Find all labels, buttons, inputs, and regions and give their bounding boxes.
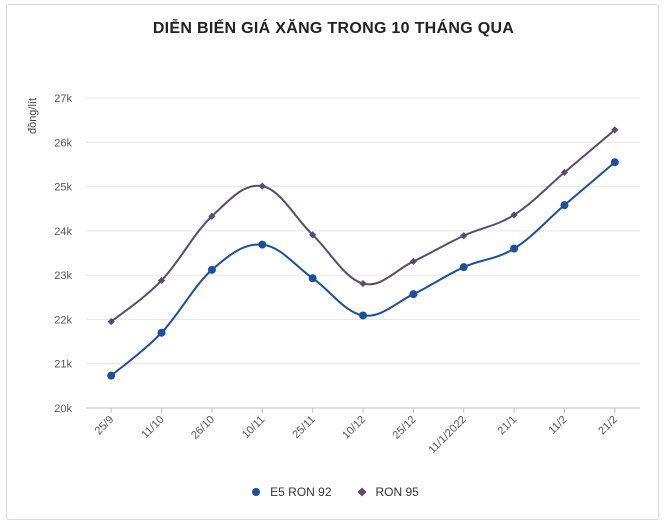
data-point-ron-95: [560, 168, 569, 176]
legend-label: RON 95: [375, 485, 419, 499]
y-tick-label: 23k: [54, 270, 72, 282]
x-tick-label: 10/11: [240, 414, 267, 441]
x-tick-label: 10/12: [340, 414, 368, 442]
data-point-e5-ron-92: [459, 263, 468, 272]
x-tick-label: 25/11: [290, 414, 317, 441]
data-point-e5-ron-92: [107, 371, 116, 380]
data-point-ron-95: [107, 318, 115, 326]
y-tick-label: 21k: [54, 359, 72, 371]
circle-marker-icon: [248, 488, 264, 496]
y-tick-label: 26k: [54, 137, 72, 149]
series-group: [107, 126, 619, 380]
series-line-ron-95: [110, 129, 616, 323]
y-axis-label: đồng/lít: [27, 98, 39, 134]
legend: E5 RON 92 RON 95: [0, 485, 667, 499]
data-point-ron-95: [510, 211, 518, 219]
x-tick-label: 11/2: [547, 414, 570, 437]
y-tick-label: 20k: [54, 403, 72, 415]
y-tick-label: 24k: [54, 226, 72, 238]
legend-item: RON 95: [354, 485, 419, 499]
y-tick-label: 22k: [54, 314, 72, 326]
y-axis: 20k 21k 22k 23k 24k 25k 26k 27k: [54, 93, 72, 415]
legend-item: E5 RON 92: [248, 485, 332, 499]
data-point-e5-ron-92: [258, 240, 267, 249]
x-tick-label: 11/1/2022: [426, 414, 469, 457]
data-point-ron-95: [157, 276, 166, 285]
data-point-e5-ron-92: [610, 158, 619, 167]
data-point-ron-95: [409, 257, 417, 266]
y-tick-label: 27k: [54, 93, 72, 105]
data-point-e5-ron-92: [308, 274, 317, 283]
x-tick-label: 21/1: [496, 414, 520, 438]
data-point-e5-ron-92: [157, 328, 166, 337]
data-point-ron-95: [309, 231, 317, 239]
y-tick-label: 25k: [54, 182, 72, 194]
legend-label: E5 RON 92: [270, 485, 332, 499]
x-tick-label: 25/12: [391, 414, 419, 442]
data-point-ron-95: [208, 212, 216, 220]
chart-frame: [6, 4, 659, 520]
data-point-e5-ron-92: [560, 201, 569, 210]
x-tick-label: 26/10: [189, 414, 217, 442]
data-point-e5-ron-92: [510, 244, 519, 253]
data-point-e5-ron-92: [359, 311, 367, 320]
x-tick-label: 25/9: [93, 414, 117, 438]
x-tick-label: 21/2: [596, 414, 620, 438]
data-point-ron-95: [611, 126, 619, 134]
diamond-marker-icon: [354, 487, 370, 497]
data-point-e5-ron-92: [207, 265, 216, 274]
x-tick-label: 11/10: [139, 414, 166, 441]
gridlines: [86, 97, 640, 409]
data-point-ron-95: [460, 232, 468, 240]
data-point-e5-ron-92: [409, 290, 418, 299]
data-point-ron-95: [258, 182, 266, 190]
x-axis: 25/9 11/10 26/10 10/11 25/11 10/12 25/12 11/1/2…: [93, 408, 620, 456]
chart-title: DIỄN BIẾN GIÁ XĂNG TRONG 10 THÁNG QUA: [152, 20, 515, 37]
data-point-ron-95: [359, 279, 367, 288]
